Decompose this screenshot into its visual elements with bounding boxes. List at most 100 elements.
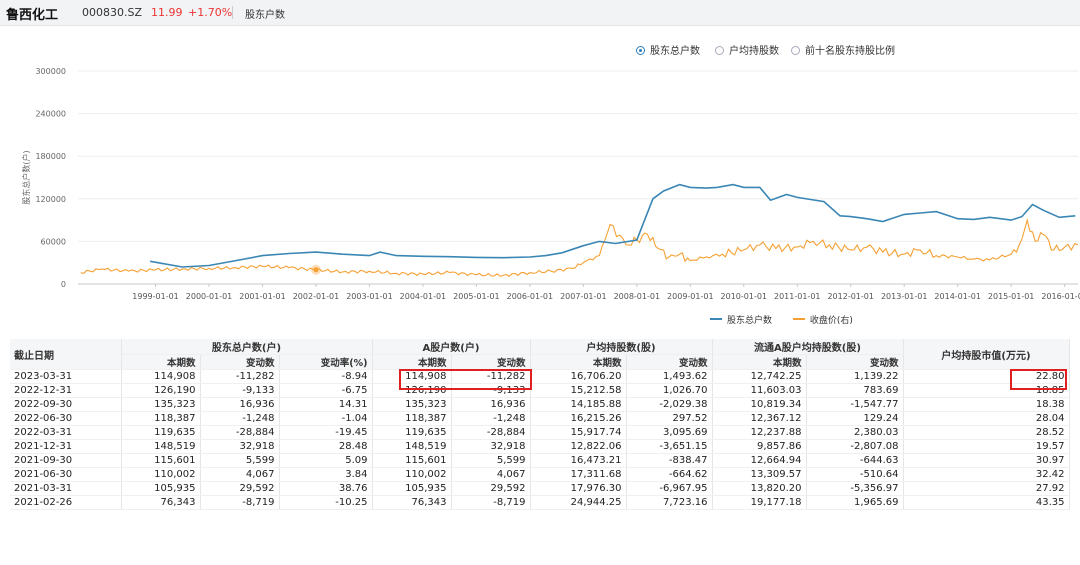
table-row[interactable]: 2022-09-30 135,323 16,936 14.31 135,323 16,93… (10, 397, 1070, 412)
stock-price: 11.99 (151, 6, 183, 19)
table-cell: 16,706.20 (530, 369, 627, 384)
hover-marker-point (313, 267, 319, 273)
table-cell: 19.57 (903, 439, 1070, 454)
table-row[interactable]: 2022-12-31 126,190 -9,133 -6.75 126,190 -9,13… (10, 383, 1070, 398)
col-header[interactable]: 变动数 (806, 354, 904, 370)
stock-name: 鲁西化工 (6, 8, 59, 23)
cell-date: 2021-09-30 (10, 453, 122, 468)
table-cell: 16,473.21 (530, 453, 627, 468)
table-cell: -8,719 (200, 495, 280, 510)
table-cell: 119,635 (121, 425, 201, 440)
table-cell: 28.52 (903, 425, 1070, 440)
y-tick-label: 60000 (41, 237, 66, 246)
cell-date: 2023-03-31 (10, 369, 122, 384)
y-tick-label: 120000 (35, 195, 66, 204)
table-cell: -11,282 (200, 369, 280, 384)
legend-item-holders[interactable]: 股东总户数 (710, 313, 772, 326)
table-cell: -5,356.97 (806, 481, 904, 496)
shareholder-chart[interactable]: 300000 240000 180000 120000 60000 0 股东总户数(户) 19… (0, 60, 1080, 310)
group-header-avg-holding: 户均持股数(股) (530, 339, 713, 355)
table-cell: 115,601 (372, 453, 452, 468)
table-cell: -11,282 (451, 369, 531, 384)
radio-top10-ratio[interactable]: 前十名股东持股比例 (791, 42, 895, 57)
x-tick-label: 1999-01-01 (132, 292, 179, 301)
radio-total-holders[interactable]: 股东总户数 (636, 42, 700, 57)
table-cell: 16,936 (200, 397, 280, 412)
x-tick-label: 2015-01-01 (988, 292, 1035, 301)
table-cell: 28.48 (279, 439, 373, 454)
table-cell: 27.92 (903, 481, 1070, 496)
table-cell: 2,380.03 (806, 425, 904, 440)
series-line-price (80, 217, 1079, 277)
tab-shareholder-count[interactable]: 股东户数 (245, 10, 285, 21)
legend-item-price[interactable]: 收盘价(右) (792, 313, 853, 326)
col-header[interactable]: 变动数 (626, 354, 713, 370)
table-cell: 18.85 (903, 383, 1070, 398)
col-header[interactable]: 本期数 (530, 354, 627, 370)
col-header[interactable]: 本期数 (712, 354, 807, 370)
cell-date: 2022-12-31 (10, 383, 122, 398)
table-row[interactable]: 2022-06-30 118,387 -1,248 -1.04 118,387 -1,24… (10, 411, 1070, 426)
legend-swatch-holders (710, 318, 722, 320)
table-row[interactable]: 2021-06-30 110,002 4,067 3.84 110,002 4,067 17… (10, 467, 1070, 482)
table-row[interactable]: 2021-09-30 115,601 5,599 5.09 115,601 5,599 16… (10, 453, 1070, 468)
table-cell: 115,601 (121, 453, 201, 468)
y-axis-label: 股东总户数(户) (21, 150, 31, 204)
table-cell: 126,190 (121, 383, 201, 398)
table-cell: 129.24 (806, 411, 904, 426)
x-tick-label: 2014-01-01 (934, 292, 981, 301)
col-header[interactable]: 本期数 (372, 354, 452, 370)
table-cell: 4,067 (200, 467, 280, 482)
cell-date: 2022-09-30 (10, 397, 122, 412)
table-cell: -28,884 (200, 425, 280, 440)
table-row[interactable]: 2021-12-31 148,519 32,918 28.48 148,519 32,91… (10, 439, 1070, 454)
table-cell: 148,519 (372, 439, 452, 454)
stock-header-bar: 鲁西化工 000830.SZ 11.99 +1.70% 股东户数 (0, 0, 1080, 26)
table-cell: 148,519 (121, 439, 201, 454)
table-cell: 38.76 (279, 481, 373, 496)
table-cell: 9,857.86 (712, 439, 807, 454)
col-date-header[interactable]: 截止日期 (10, 339, 122, 370)
table-cell: -644.63 (806, 453, 904, 468)
y-tick-label: 0 (61, 280, 66, 289)
table-cell: 3,095.69 (626, 425, 713, 440)
cell-date: 2021-02-26 (10, 495, 122, 510)
cell-date: 2021-03-31 (10, 481, 122, 496)
group-header-a-share-holders: A股户数(户) (372, 339, 531, 355)
col-header[interactable]: 变动率(%) (279, 354, 373, 370)
x-tick-label: 2005-01-01 (453, 292, 500, 301)
table-cell: -510.64 (806, 467, 904, 482)
x-tick-label: 2007-01-01 (560, 292, 607, 301)
table-cell: -9,133 (451, 383, 531, 398)
series-line-holders (150, 183, 1076, 268)
table-cell: 32,918 (451, 439, 531, 454)
table-cell: 3.84 (279, 467, 373, 482)
header-divider (232, 6, 233, 19)
table-cell: 12,237.88 (712, 425, 807, 440)
x-tick-label: 2000-01-01 (186, 292, 233, 301)
table-row[interactable]: 2021-02-26 76,343 -8,719 -10.25 76,343 -8,719… (10, 495, 1070, 510)
table-cell: -6.75 (279, 383, 373, 398)
table-row[interactable]: 2022-03-31 119,635 -28,884 -19.45 119,635 -28… (10, 425, 1070, 440)
table-cell: 12,742.25 (712, 369, 807, 384)
table-cell: 119,635 (372, 425, 452, 440)
col-header[interactable]: 变动数 (451, 354, 531, 370)
col-avg-market-value-header[interactable]: 户均持股市值(万元) (903, 339, 1070, 370)
table-cell: 12,822.06 (530, 439, 627, 454)
x-tick-label: 2012-01-01 (827, 292, 874, 301)
table-cell: 76,343 (372, 495, 452, 510)
table-cell: 4,067 (451, 467, 531, 482)
radio-label: 股东总户数 (650, 46, 700, 57)
col-header[interactable]: 本期数 (121, 354, 201, 370)
table-cell: 12,664.94 (712, 453, 807, 468)
table-cell: -10.25 (279, 495, 373, 510)
table-cell: 118,387 (372, 411, 452, 426)
table-row[interactable]: 2021-03-31 105,935 29,592 38.76 105,935 29,59… (10, 481, 1070, 496)
x-tick-label: 2016-01-01 (1041, 292, 1080, 301)
col-header[interactable]: 变动数 (200, 354, 280, 370)
table-row[interactable]: 2023-03-31 114,908 -11,282 -8.94 114,908 -11,… (10, 369, 1070, 384)
table-cell: 16,936 (451, 397, 531, 412)
radio-avg-holding[interactable]: 户均持股数 (715, 42, 779, 57)
x-tick-label: 2004-01-01 (400, 292, 447, 301)
table-cell: 783.69 (806, 383, 904, 398)
